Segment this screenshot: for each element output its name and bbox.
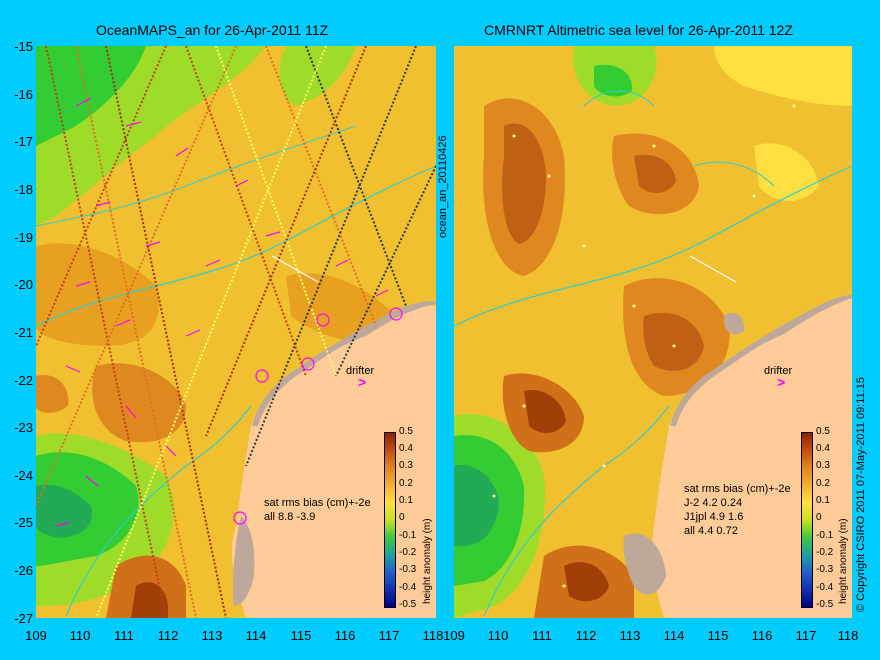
stats-header: sat rms bias (cm)+-2e	[264, 497, 371, 509]
colorbar-tick: 0.5	[816, 426, 830, 437]
colorbar-tick: -0.5	[816, 599, 834, 610]
y-tick-label: -16	[14, 87, 33, 102]
colorbar-tick: -0.2	[399, 547, 417, 558]
x-tick-label: 112	[157, 628, 179, 643]
stats-line: J-2 4.2 0.24	[684, 497, 743, 509]
right-drifter-label: drifter	[764, 365, 793, 377]
colorbar-tick: -0.2	[816, 547, 834, 558]
y-tick-label: -20	[14, 277, 33, 292]
y-tick-label: -21	[14, 325, 33, 340]
analysis-id-label: ocean_an_20110426	[437, 135, 449, 238]
right-map-panel	[454, 46, 852, 618]
x-tick-label: 115	[290, 628, 312, 643]
y-tick-label: -26	[14, 563, 33, 578]
colorbar-tick: -0.5	[399, 599, 417, 610]
colorbar-label: height anomaly (m)	[422, 518, 433, 604]
x-tick-label: 112	[575, 628, 597, 643]
colorbar-tick: -0.3	[816, 564, 834, 575]
colorbar-tick: 0	[399, 512, 405, 523]
x-tick-label: 114	[245, 628, 267, 643]
colorbar-tick: 0.2	[399, 478, 413, 489]
colorbar-tick: 0.1	[399, 495, 413, 506]
colorbar-tick: 0.4	[816, 443, 830, 454]
colorbar-tick: 0	[816, 512, 822, 523]
y-tick-label: -19	[14, 230, 33, 245]
left-stats-box: sat rms bias (cm)+-2e all 8.8 -3.9	[264, 496, 371, 524]
colorbar-tick: -0.4	[399, 582, 417, 593]
stats-header: sat rms bias (cm)+-2e	[684, 483, 791, 495]
x-tick-label: 111	[532, 628, 552, 643]
x-tick-label: 110	[487, 628, 509, 643]
colorbar-tick: -0.3	[399, 564, 417, 575]
colorbar-label: height anomaly (m)	[838, 518, 849, 604]
stats-line: J1jpl 4.9 1.6	[684, 511, 744, 523]
x-tick-label: 116	[334, 628, 356, 643]
colorbar-tick: 0.1	[816, 495, 830, 506]
drifter-arrow-icon: >	[777, 374, 786, 390]
colorbar-tick: -0.1	[399, 530, 417, 541]
colorbar-tick: 0.3	[816, 460, 830, 471]
x-tick-label: 113	[619, 628, 641, 643]
left-map-title: OceanMAPS_an for 26-Apr-2011 11Z	[96, 22, 329, 38]
x-tick-label: 109	[443, 628, 465, 643]
x-tick-label: 118	[422, 628, 444, 643]
colorbar-tick: -0.4	[816, 582, 834, 593]
x-tick-label: 115	[707, 628, 729, 643]
left-map-panel	[36, 46, 436, 618]
colorbar-tick: 0.2	[816, 478, 830, 489]
y-tick-label: -25	[14, 515, 33, 530]
x-tick-label: 116	[751, 628, 773, 643]
colorbar-tick: -0.1	[816, 530, 834, 541]
x-tick-label: 110	[69, 628, 91, 643]
colorbar-tick: 0.3	[399, 460, 413, 471]
right-stats-box: sat rms bias (cm)+-2e J-2 4.2 0.24 J1jpl…	[684, 482, 791, 538]
x-tick-label: 117	[378, 628, 400, 643]
right-map-field	[454, 46, 852, 618]
stats-line: all 8.8 -3.9	[264, 511, 316, 523]
y-tick-label: -15	[14, 39, 33, 54]
right-colorbar	[801, 432, 813, 608]
colorbar-tick: 0.4	[399, 443, 413, 454]
y-tick-label: -27	[14, 611, 33, 626]
left-map-field	[36, 46, 436, 618]
left-drifter-label: drifter	[346, 365, 375, 377]
y-tick-label: -22	[14, 373, 33, 388]
y-tick-label: -24	[14, 468, 33, 483]
x-tick-label: 111	[114, 628, 134, 643]
left-colorbar	[384, 432, 396, 608]
right-map-title: CMRNRT Altimetric sea level for 26-Apr-2…	[484, 22, 793, 38]
colorbar-tick: 0.5	[399, 426, 413, 437]
y-tick-label: -17	[14, 134, 33, 149]
copyright-label: © Copyright CSIRO 2011 07-May-2011 09:11…	[855, 377, 867, 612]
x-tick-label: 117	[795, 628, 817, 643]
x-tick-label: 113	[201, 628, 223, 643]
stats-line: all 4.4 0.72	[684, 525, 738, 537]
drifter-arrow-icon: >	[358, 374, 367, 390]
x-tick-label: 118	[837, 628, 859, 643]
y-tick-label: -18	[14, 182, 33, 197]
x-tick-label: 114	[663, 628, 685, 643]
x-tick-label: 109	[25, 628, 47, 643]
y-tick-label: -23	[14, 420, 33, 435]
